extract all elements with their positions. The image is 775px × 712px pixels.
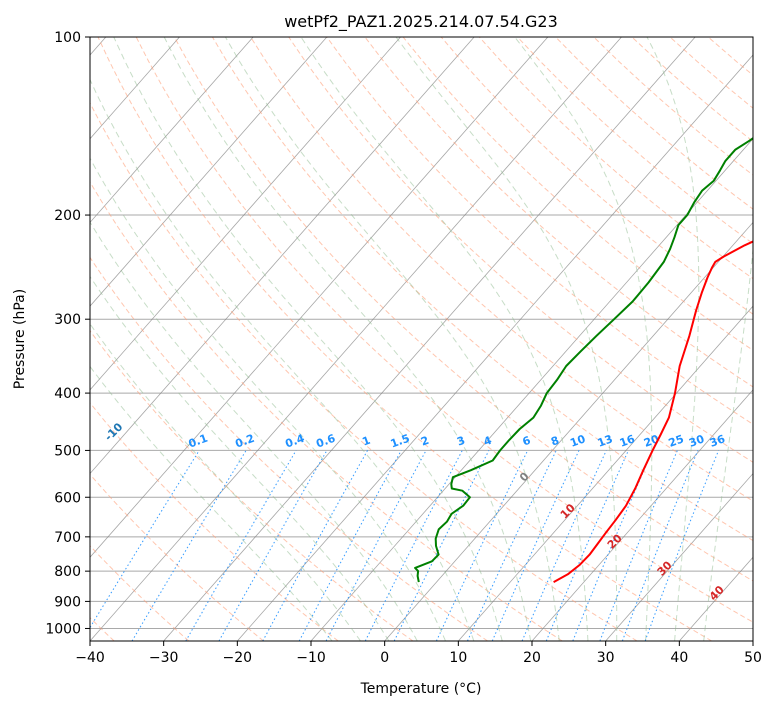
- x-tick-label: 0: [380, 650, 389, 666]
- y-tick-label: 800: [54, 564, 81, 580]
- y-tick-label: 300: [54, 312, 81, 328]
- x-tick-label: 40: [670, 650, 688, 666]
- y-tick-label: 400: [54, 386, 81, 402]
- y-tick-label: 600: [54, 490, 81, 506]
- y-tick-label: 200: [54, 208, 81, 224]
- chart-title: wetPf2_PAZ1.2025.214.07.54.G23: [284, 12, 558, 32]
- x-tick-label: 50: [744, 650, 762, 666]
- x-tick-label: −40: [75, 650, 105, 666]
- x-axis-label: Temperature (°C): [360, 681, 482, 697]
- x-tick-label: 20: [523, 650, 541, 666]
- y-tick-label: 500: [54, 443, 81, 459]
- y-tick-label: 100: [54, 30, 81, 46]
- x-tick-label: −10: [296, 650, 326, 666]
- y-tick-label: 700: [54, 530, 81, 546]
- y-axis-label: Pressure (hPa): [12, 289, 28, 389]
- y-tick-label: 1000: [45, 621, 81, 637]
- x-tick-label: −30: [149, 650, 179, 666]
- x-tick-label: 10: [449, 650, 467, 666]
- x-tick-label: 30: [597, 650, 615, 666]
- y-tick-label: 900: [54, 594, 81, 610]
- x-tick-label: −20: [223, 650, 253, 666]
